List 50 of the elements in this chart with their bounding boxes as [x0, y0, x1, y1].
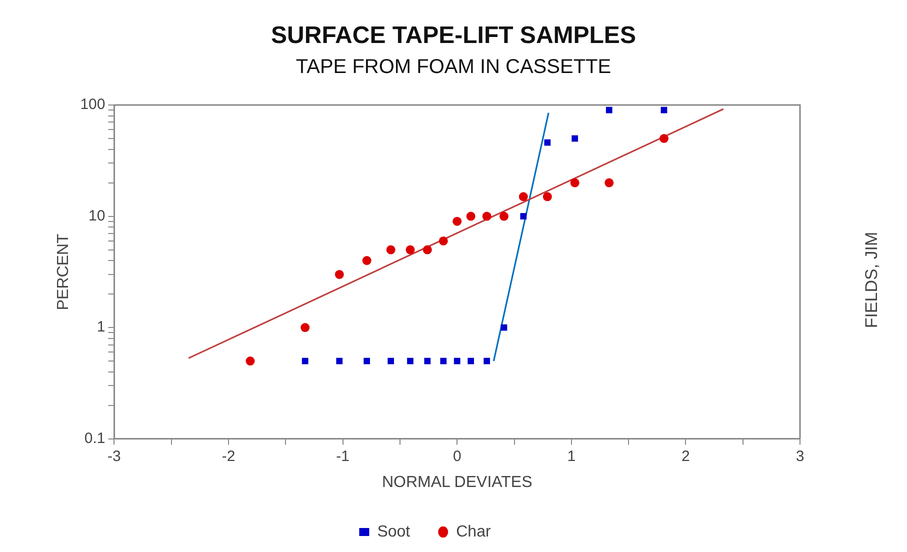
- chart-subtitle: TAPE FROM FOAM IN CASSETTE: [294, 56, 612, 79]
- y-axis-title: PERCENT: [55, 233, 72, 310]
- point: [570, 178, 580, 188]
- point: [542, 192, 552, 202]
- point: [482, 212, 492, 221]
- point: [407, 358, 414, 364]
- y-tick-label: 1: [96, 318, 106, 336]
- point: [466, 212, 476, 221]
- point: [406, 245, 415, 254]
- point: [518, 192, 528, 202]
- point: [300, 323, 310, 332]
- point: [302, 358, 308, 364]
- point: [660, 106, 668, 114]
- x-tick-label: 0: [452, 448, 462, 465]
- point: [484, 358, 490, 364]
- y-tick-label: 10: [88, 207, 106, 224]
- point: [520, 213, 527, 220]
- point: [388, 358, 394, 364]
- point: [364, 358, 370, 364]
- point: [424, 358, 431, 364]
- legend-label: Char: [456, 523, 492, 540]
- point: [572, 135, 578, 142]
- point: [604, 178, 614, 188]
- point: [438, 236, 448, 246]
- point: [334, 270, 344, 279]
- legend-label: Soot: [377, 523, 411, 540]
- point: [606, 106, 612, 114]
- y-tick-label: 100: [80, 96, 106, 114]
- point: [499, 212, 508, 221]
- x-tick-label: -3: [108, 448, 121, 465]
- x-tick-label: -1: [336, 448, 350, 465]
- point: [659, 134, 668, 143]
- x-tick-label: 1: [567, 448, 576, 465]
- point: [544, 139, 551, 146]
- point: [468, 358, 474, 364]
- point: [454, 358, 460, 364]
- point: [440, 358, 447, 364]
- point: [422, 245, 432, 254]
- y-tick-label: 0.1: [84, 430, 106, 447]
- chart-title: SURFACE TAPE-LIFT SAMPLES: [270, 22, 637, 50]
- point: [452, 216, 462, 226]
- point: [336, 358, 343, 364]
- x-axis-title: NORMAL DEVIATES: [382, 474, 532, 491]
- x-tick-label: 2: [682, 448, 690, 465]
- point: [362, 256, 372, 266]
- x-tick-label: -2: [222, 448, 236, 465]
- point: [386, 245, 396, 254]
- point: [246, 356, 255, 366]
- text: FIELDS, JIM: [862, 232, 882, 328]
- x-tick-label: 3: [796, 448, 804, 465]
